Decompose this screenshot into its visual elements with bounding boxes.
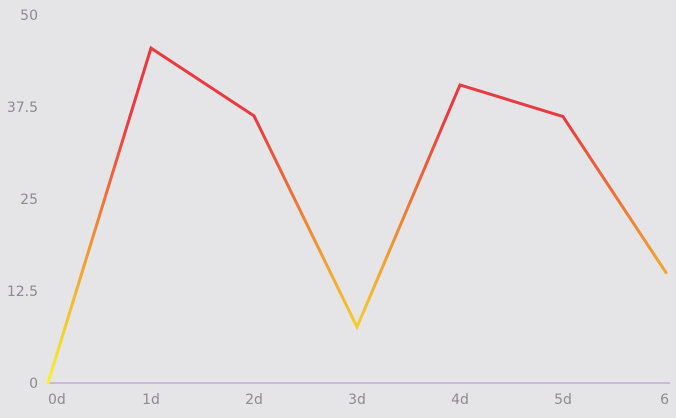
x-tick-label: 2d [245,392,263,408]
series-line [46,45,668,385]
y-axis: 0 12.5 25 37.5 50 [7,8,38,392]
y-tick-label: 37.5 [7,100,38,116]
y-tick-label: 12.5 [7,284,38,300]
series-layer [46,45,668,385]
x-axis: 0d 1d 2d 3d 4d 5d 6 [48,382,670,408]
y-tick-label: 50 [20,8,38,24]
x-tick-label: 5d [554,392,572,408]
x-tick-label: 1d [142,392,160,408]
x-tick-label: 0d [48,392,66,408]
y-tick-label: 0 [29,376,38,392]
x-tick-label: 4d [451,392,469,408]
x-tick-label: 3d [348,392,366,408]
y-tick-label: 25 [20,192,38,208]
x-tick-label: 6 [660,392,669,408]
